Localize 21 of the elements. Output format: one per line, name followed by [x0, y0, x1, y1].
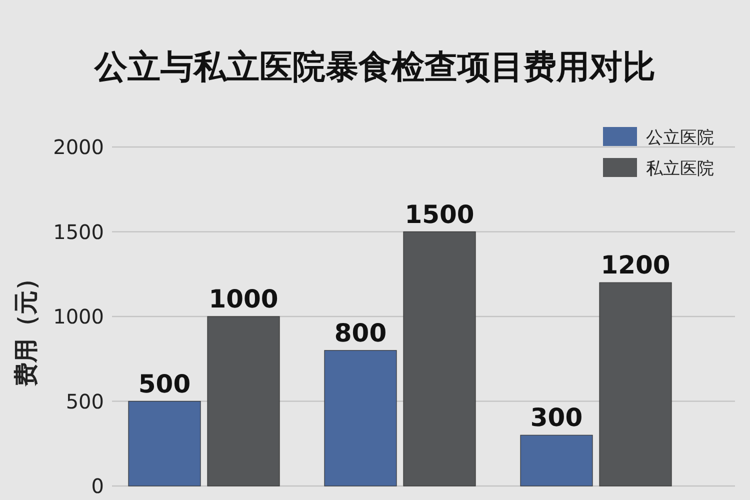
y-tick-label: 500	[66, 389, 104, 414]
y-tick-label: 1500	[53, 220, 104, 244]
data-label: 1500	[404, 200, 474, 229]
bar	[324, 350, 397, 486]
y-axis-title: 费用（元）	[12, 266, 40, 388]
data-label: 300	[530, 403, 583, 432]
legend-label: 公立医院	[646, 128, 714, 148]
bar	[599, 282, 672, 486]
data-label: 1200	[600, 250, 670, 280]
data-label: 1000	[208, 284, 278, 314]
data-label: 800	[334, 318, 387, 348]
y-tick-label: 2000	[53, 135, 104, 159]
legend-label: 私立医院	[646, 159, 714, 179]
bar	[403, 231, 476, 486]
y-tick-label: 0	[91, 474, 104, 498]
chart-title: 公立与私立医院暴食检查项目费用对比	[94, 47, 656, 86]
bar	[207, 316, 280, 486]
data-label: 500	[138, 369, 191, 398]
y-tick-label: 1000	[53, 304, 104, 328]
bar	[128, 400, 201, 486]
bar	[520, 434, 593, 486]
